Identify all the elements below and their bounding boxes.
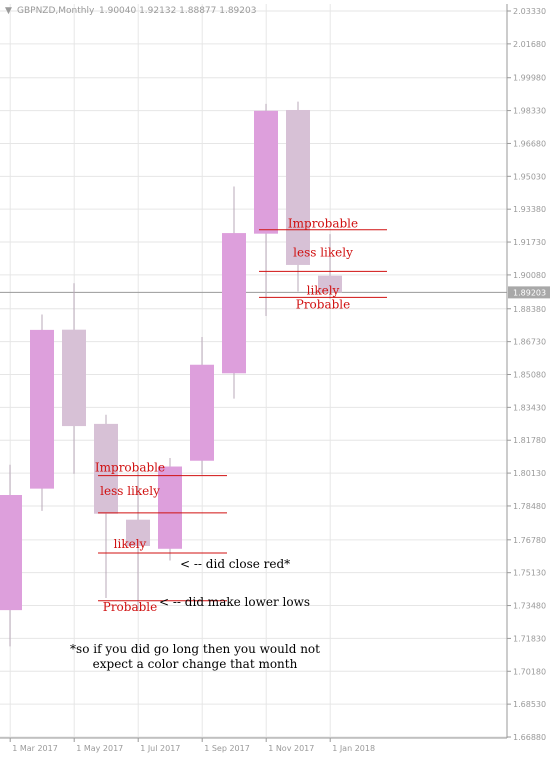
level-upper-probable-label: Probable (296, 297, 351, 311)
candle-sep-2017[interactable] (222, 186, 246, 399)
y-tick-label: 1.99980 (513, 74, 546, 83)
candle-body (222, 233, 246, 374)
y-tick-label: 1.81780 (513, 436, 546, 445)
y-tick-label: 1.96680 (513, 139, 546, 148)
candle-nov-2017[interactable] (286, 101, 310, 292)
candle-body (62, 329, 86, 427)
level-upper-likely-label: likely (307, 283, 340, 297)
collapse-triangle-icon[interactable]: ▼ (5, 6, 12, 16)
level-upper-less-likely-label: less likely (293, 245, 353, 259)
x-tick-label: 1 May 2017 (76, 744, 123, 753)
y-tick-label: 1.90080 (513, 271, 546, 280)
candle-may-2017[interactable] (94, 414, 118, 598)
y-tick-label: 2.01680 (513, 40, 546, 49)
level-upper-improbable-label: Improbable (288, 217, 358, 231)
axes: 2.03330 2.01680 1.99980 1.98330 1.96680 1.950… (0, 4, 546, 753)
candle-dec-2017[interactable] (318, 234, 342, 299)
footnote-line-1: *so if you did go long then you would no… (70, 642, 320, 656)
level-lower-less-likely-label: less likely (100, 484, 160, 498)
y-tick-label: 1.78480 (513, 502, 546, 511)
y-tick-label: 1.68530 (513, 700, 546, 709)
note-close-red: < -- did close red* (180, 557, 290, 571)
candle-body (0, 495, 22, 611)
y-tick-label: 1.66880 (513, 733, 546, 742)
x-tick-label: 1 Sep 2017 (204, 744, 250, 753)
candle-apr-2017[interactable] (62, 283, 86, 474)
candle-body (254, 110, 278, 234)
y-tick-label: 1.80130 (513, 469, 546, 478)
current-price-label: 1.89203 (513, 288, 546, 297)
y-tick-label: 1.70180 (513, 667, 546, 676)
symbol-label: GBPNZD,Monthly (17, 6, 95, 16)
y-tick-label: 1.91730 (513, 238, 546, 247)
candle-aug-2017[interactable] (190, 337, 214, 475)
y-tick-label: 1.98330 (513, 107, 546, 116)
x-tick-label: 1 Nov 2017 (268, 744, 314, 753)
candle-body (126, 519, 150, 546)
ohlc-values: 1.90040 1.92132 1.88877 1.89203 (99, 6, 256, 16)
grid-lines (0, 4, 507, 738)
y-tick-label: 1.75130 (513, 569, 546, 578)
y-tick-label: 1.76780 (513, 536, 546, 545)
current-price-tag (508, 286, 550, 299)
level-lower-probable-label: Probable (103, 600, 158, 614)
note-lower-lows: < -- did make lower lows (159, 595, 310, 609)
candle-jul-2017[interactable] (158, 457, 182, 561)
y-tick-label: 1.71830 (513, 634, 546, 643)
candle-body (30, 329, 54, 489)
x-tick-label: 1 Mar 2017 (12, 744, 58, 753)
candle-body (286, 109, 310, 265)
y-tick-label: 1.85080 (513, 370, 546, 379)
y-tick-label: 1.88380 (513, 305, 546, 314)
candle-jun-2017[interactable] (126, 470, 150, 610)
level-lower-likely-label: likely (114, 537, 147, 551)
candle-body (94, 423, 118, 514)
y-tick-label: 1.93380 (513, 205, 546, 214)
candle-body (190, 364, 214, 461)
x-tick-label: 1 Jul 2017 (140, 744, 180, 753)
current-price-line: 1.89203 (0, 286, 550, 299)
candle-body (158, 466, 182, 549)
candles (0, 101, 342, 647)
y-tick-label: 1.86730 (513, 338, 546, 347)
y-tick-label: 2.03330 (513, 7, 546, 16)
candle-mar-2017[interactable] (30, 314, 54, 511)
y-tick-label: 1.83430 (513, 403, 546, 412)
chart-header: ▼ GBPNZD,Monthly 1.90040 1.92132 1.88877… (5, 6, 256, 16)
y-tick-label: 1.95030 (513, 172, 546, 181)
x-tick-label: 1 Jan 2018 (332, 744, 375, 753)
candle-feb-2017[interactable] (0, 464, 22, 647)
footnote-line-2: expect a color change that month (93, 657, 298, 671)
y-tick-label: 1.73480 (513, 602, 546, 611)
candle-oct-2017[interactable] (254, 103, 278, 316)
candle-body (318, 275, 342, 293)
level-lower-improbable-label: Improbable (95, 461, 165, 475)
